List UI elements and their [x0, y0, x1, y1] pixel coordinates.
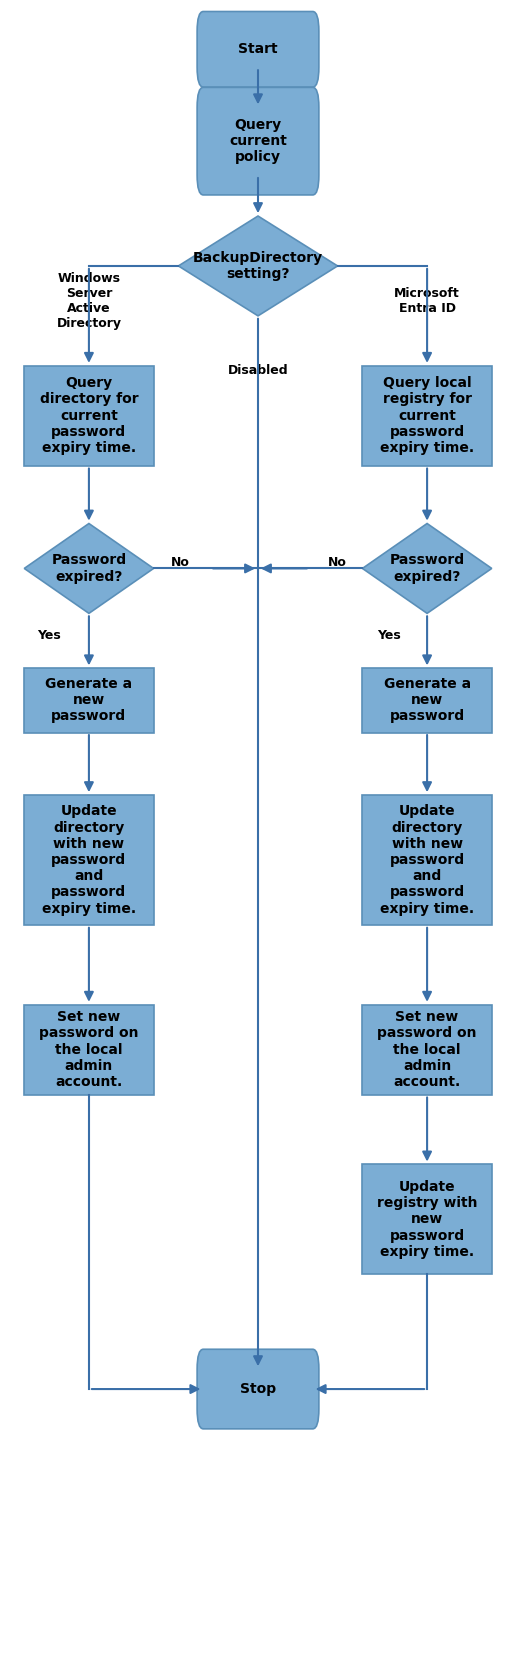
Text: Password
expired?: Password expired?: [389, 553, 465, 584]
Polygon shape: [362, 523, 492, 614]
Text: Query
directory for
current
password
expiry time.: Query directory for current password exp…: [40, 376, 138, 455]
Text: Update
directory
with new
password
and
password
expiry time.: Update directory with new password and p…: [380, 804, 474, 915]
Text: Set new
password on
the local
admin
account.: Set new password on the local admin acco…: [377, 1010, 477, 1089]
FancyBboxPatch shape: [362, 366, 492, 465]
FancyBboxPatch shape: [24, 794, 154, 925]
Text: BackupDirectory
setting?: BackupDirectory setting?: [193, 252, 323, 281]
Text: Yes: Yes: [377, 629, 401, 642]
FancyBboxPatch shape: [24, 366, 154, 465]
Text: No: No: [328, 556, 347, 569]
Text: Stop: Stop: [240, 1382, 276, 1397]
Text: No: No: [171, 556, 190, 569]
Text: Microsoft
Entra ID: Microsoft Entra ID: [394, 286, 460, 314]
Text: Windows
Server
Active
Directory: Windows Server Active Directory: [56, 271, 121, 329]
Polygon shape: [24, 523, 154, 614]
FancyBboxPatch shape: [24, 667, 154, 733]
Polygon shape: [178, 217, 338, 316]
Text: Query local
registry for
current
password
expiry time.: Query local registry for current passwor…: [380, 376, 474, 455]
FancyBboxPatch shape: [24, 1005, 154, 1094]
FancyBboxPatch shape: [362, 1165, 492, 1274]
Text: Disabled: Disabled: [227, 364, 288, 377]
FancyBboxPatch shape: [362, 794, 492, 925]
Text: Yes: Yes: [37, 629, 61, 642]
Text: Update
directory
with new
password
and
password
expiry time.: Update directory with new password and p…: [42, 804, 136, 915]
FancyBboxPatch shape: [362, 667, 492, 733]
Text: Password
expired?: Password expired?: [51, 553, 127, 584]
Text: Generate a
new
password: Generate a new password: [384, 677, 470, 723]
Text: Set new
password on
the local
admin
account.: Set new password on the local admin acco…: [39, 1010, 139, 1089]
Text: Update
registry with
new
password
expiry time.: Update registry with new password expiry…: [377, 1180, 477, 1259]
Text: Start: Start: [238, 43, 278, 56]
FancyBboxPatch shape: [362, 1005, 492, 1094]
Text: Query
current
policy: Query current policy: [229, 118, 287, 164]
FancyBboxPatch shape: [197, 12, 319, 88]
FancyBboxPatch shape: [197, 1349, 319, 1428]
Text: Generate a
new
password: Generate a new password: [45, 677, 132, 723]
FancyBboxPatch shape: [197, 88, 319, 195]
